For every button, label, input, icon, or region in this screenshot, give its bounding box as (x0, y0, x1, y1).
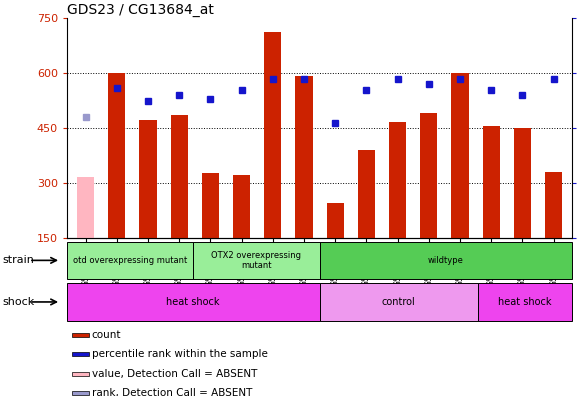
Text: percentile rank within the sample: percentile rank within the sample (92, 349, 267, 360)
Text: heat shock: heat shock (498, 297, 551, 307)
Text: heat shock: heat shock (166, 297, 220, 307)
Bar (67, 283, 320, 321)
Bar (202, 173, 219, 238)
Bar (451, 74, 468, 238)
Bar (139, 120, 156, 238)
Text: GDS23 / CG13684_at: GDS23 / CG13684_at (67, 3, 214, 17)
Text: wildtype: wildtype (428, 256, 464, 265)
Text: count: count (92, 330, 121, 340)
Text: rank, Detection Call = ABSENT: rank, Detection Call = ABSENT (92, 388, 252, 396)
Bar (108, 73, 125, 238)
Bar (295, 76, 313, 238)
Bar (193, 242, 320, 279)
Bar (420, 113, 437, 238)
Bar (327, 203, 344, 238)
Bar (72, 333, 88, 337)
Bar (72, 372, 88, 376)
Text: strain: strain (3, 255, 35, 265)
Bar (514, 128, 531, 238)
Bar (264, 32, 281, 238)
Bar (358, 150, 375, 238)
Bar (389, 122, 406, 238)
Text: otd overexpressing mutant: otd overexpressing mutant (73, 256, 187, 265)
Text: OTX2 overexpressing
mutant: OTX2 overexpressing mutant (211, 251, 302, 270)
Bar (171, 115, 188, 238)
Bar (478, 283, 572, 321)
Bar (67, 242, 193, 279)
Bar (320, 283, 478, 321)
Bar (72, 352, 88, 356)
Bar (77, 177, 94, 238)
Bar (320, 242, 572, 279)
Bar (483, 126, 500, 238)
Bar (233, 175, 250, 238)
Text: control: control (382, 297, 415, 307)
Bar (545, 172, 562, 238)
Text: value, Detection Call = ABSENT: value, Detection Call = ABSENT (92, 369, 257, 379)
Bar (72, 391, 88, 395)
Text: shock: shock (3, 297, 35, 307)
